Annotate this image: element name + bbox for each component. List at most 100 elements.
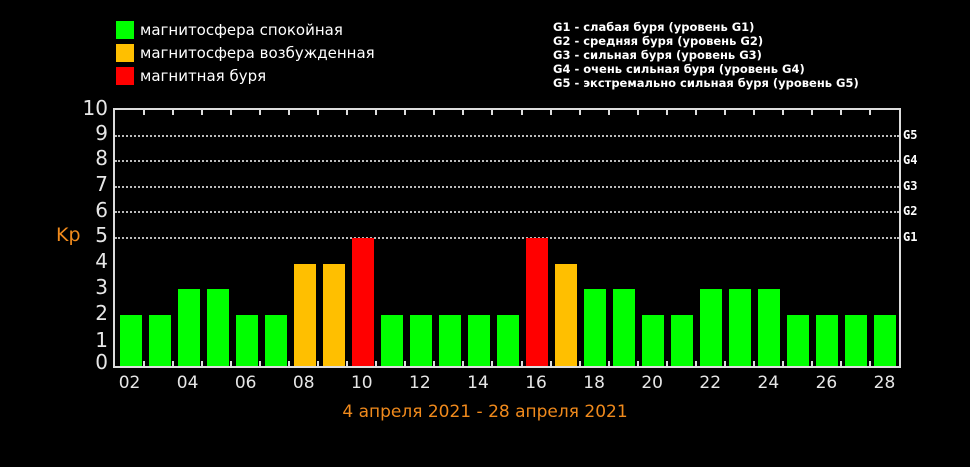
- legend-item-quiet: магнитосфера спокойная: [116, 18, 375, 41]
- x-tick-label: 06: [234, 373, 257, 393]
- x-tick-mark: [491, 110, 494, 115]
- x-tick-mark: [288, 361, 291, 366]
- x-tick-mark: [868, 110, 871, 115]
- storm-swatch: [116, 66, 134, 85]
- g-tick-label: G1: [903, 230, 918, 244]
- x-tick-label: 10: [350, 373, 373, 393]
- active-swatch: [116, 43, 134, 62]
- legend-label: магнитная буря: [140, 66, 267, 85]
- legend-label: магнитосфера возбужденная: [140, 43, 375, 62]
- g-legend-line: G4 - очень сильная буря (уровень G4): [553, 62, 805, 76]
- bar-19: [613, 289, 636, 366]
- x-tick-mark: [607, 110, 610, 115]
- x-tick-label: 12: [409, 373, 431, 393]
- bar-17: [555, 263, 578, 366]
- y-tick-label: 3: [95, 275, 108, 299]
- x-tick-mark: [694, 110, 697, 115]
- y-tick-label: 4: [95, 249, 108, 273]
- gridline: [115, 237, 899, 239]
- x-tick-mark: [520, 110, 523, 115]
- bar-09: [322, 263, 345, 366]
- x-tick-mark: [491, 361, 494, 366]
- y-tick-label: 7: [95, 172, 108, 196]
- bar-11: [380, 314, 403, 366]
- bar-16: [526, 238, 549, 366]
- x-tick-label: 02: [118, 373, 141, 393]
- x-tick-mark: [636, 110, 639, 115]
- bar-27: [845, 314, 868, 366]
- legend-item-active: магнитосфера возбужденная: [116, 41, 375, 64]
- x-tick-mark: [462, 110, 465, 115]
- x-tick-mark: [433, 361, 436, 366]
- y-tick-label: 8: [95, 146, 108, 170]
- bar-04: [177, 289, 200, 366]
- x-tick-mark: [201, 361, 204, 366]
- bar-02: [119, 314, 142, 366]
- x-tick-mark: [549, 361, 552, 366]
- bar-26: [816, 314, 839, 366]
- g-legend-line: G3 - сильная буря (уровень G3): [553, 48, 762, 62]
- legend-item-storm: магнитная буря: [116, 64, 375, 87]
- x-tick-mark: [868, 361, 871, 366]
- bar-14: [467, 314, 490, 366]
- g-tick-label: G5: [903, 127, 918, 142]
- x-tick-mark: [723, 361, 726, 366]
- x-tick-mark: [781, 110, 784, 115]
- x-tick-mark: [259, 361, 262, 366]
- x-tick-label: 20: [641, 373, 663, 393]
- x-tick-mark: [549, 110, 552, 115]
- x-tick-mark: [404, 110, 407, 115]
- y-tick-label: 9: [95, 121, 108, 145]
- x-tick-mark: [578, 110, 581, 115]
- bar-22: [700, 289, 723, 366]
- x-tick-mark: [288, 110, 291, 115]
- gridline: [115, 160, 899, 163]
- bar-12: [409, 314, 432, 366]
- x-tick-mark: [520, 361, 523, 366]
- x-tick-mark: [665, 361, 668, 366]
- x-tick-mark: [346, 361, 349, 366]
- y-axis-label: Kp: [56, 224, 81, 246]
- legend-label: магнитосфера спокойная: [140, 20, 343, 39]
- x-tick-mark: [143, 361, 146, 366]
- g-legend-line: G1 - слабая буря (уровень G1): [553, 20, 755, 34]
- g-tick-label: G2: [903, 204, 918, 219]
- gridline: [115, 185, 899, 188]
- x-tick-mark: [578, 361, 581, 366]
- status-legend: магнитосфера спокойная магнитосфера возб…: [116, 18, 375, 87]
- x-tick-mark: [346, 110, 349, 115]
- bar-15: [497, 314, 519, 366]
- x-tick-mark: [752, 361, 755, 366]
- x-tick-mark: [665, 110, 668, 115]
- bar-07: [264, 314, 287, 366]
- x-tick-mark: [143, 110, 146, 115]
- bar-13: [438, 314, 461, 366]
- x-tick-mark: [230, 110, 233, 115]
- y-tick-label: 5: [95, 223, 108, 247]
- x-tick-mark: [375, 110, 378, 115]
- x-tick-mark: [839, 110, 842, 115]
- g-tick-label: G4: [903, 153, 918, 168]
- x-tick-mark: [752, 110, 755, 115]
- x-tick-label: 16: [525, 373, 547, 393]
- bar-23: [729, 289, 752, 366]
- x-tick-label: 18: [583, 373, 605, 393]
- x-tick-label: 22: [699, 373, 722, 393]
- x-tick-mark: [230, 361, 233, 366]
- gridline: [115, 211, 899, 214]
- y-tick-label: 2: [95, 301, 108, 325]
- y-tick-label: 6: [95, 198, 108, 222]
- x-tick-mark: [172, 110, 175, 115]
- g-legend-line: G2 - средняя буря (уровень G2): [553, 34, 764, 48]
- bar-20: [642, 314, 665, 366]
- x-tick-mark: [810, 110, 813, 115]
- y-tick-label: 0: [95, 350, 108, 374]
- bar-18: [584, 289, 607, 366]
- bar-10: [351, 238, 374, 366]
- g-scale-legend: G1 - слабая буря (уровень G1) G2 - средн…: [553, 20, 859, 90]
- x-tick-mark: [636, 361, 639, 366]
- x-tick-mark: [433, 110, 436, 115]
- x-tick-mark: [781, 361, 784, 366]
- plot-area: [113, 108, 901, 368]
- y-tick-label: 1: [95, 328, 108, 352]
